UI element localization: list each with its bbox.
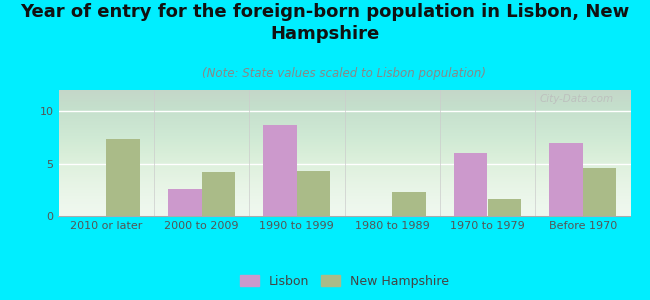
Bar (263, 125, 297, 216)
Bar (583, 168, 616, 216)
Bar (106, 139, 140, 216)
Text: City-Data.com: City-Data.com (540, 94, 614, 104)
Bar (168, 189, 202, 216)
Bar (549, 142, 583, 216)
Bar (202, 172, 235, 216)
Bar (297, 171, 330, 216)
Bar (454, 153, 488, 216)
Bar (488, 199, 521, 216)
Text: Year of entry for the foreign-born population in Lisbon, New
Hampshire: Year of entry for the foreign-born popul… (20, 3, 630, 43)
Text: (Note: State values scaled to Lisbon population): (Note: State values scaled to Lisbon pop… (203, 67, 486, 80)
Bar (392, 192, 426, 216)
Legend: Lisbon, New Hampshire: Lisbon, New Hampshire (235, 270, 454, 293)
